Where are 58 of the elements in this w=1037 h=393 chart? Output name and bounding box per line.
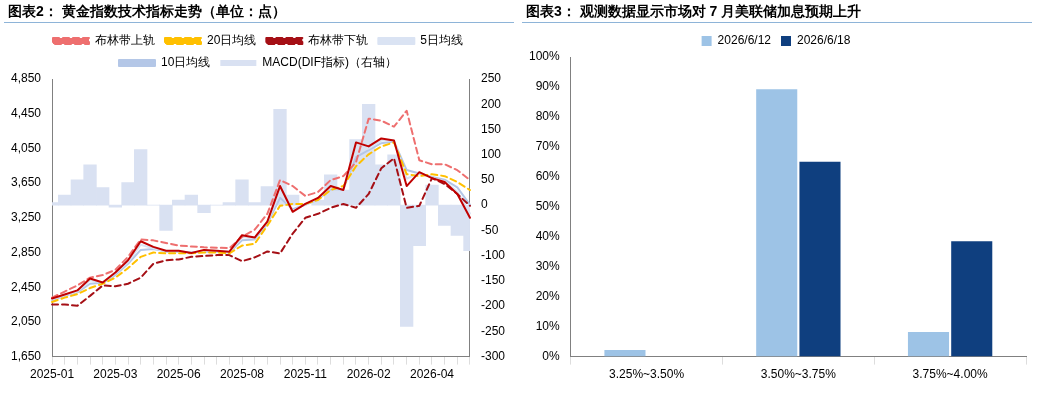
y-tick-label: 60% bbox=[535, 169, 561, 184]
chart-title: 图表2： 黄金指数技术指标走势（单位：点） bbox=[4, 0, 514, 23]
y-tick-label: 20% bbox=[535, 288, 561, 303]
legend-label: 20日均线 bbox=[206, 33, 257, 48]
x-tick-label: 3.75%~4.00% bbox=[912, 367, 988, 382]
y-tick-label: 3,650 bbox=[11, 175, 42, 190]
y2-tick-label: -250 bbox=[480, 323, 506, 338]
legend-label: 2026/6/18 bbox=[797, 33, 851, 48]
y-tick-label: 2,050 bbox=[11, 314, 42, 329]
bar bbox=[604, 350, 646, 357]
x-tick-label: 3.25%~3.50% bbox=[609, 367, 685, 382]
y-tick-label: 50% bbox=[535, 199, 561, 214]
y-tick-label: 4,850 bbox=[11, 71, 42, 86]
y2-tick-label: 150 bbox=[480, 121, 502, 136]
bar bbox=[756, 89, 798, 357]
y-tick-label: 2,450 bbox=[11, 279, 42, 294]
y2-tick-label: -200 bbox=[480, 298, 506, 313]
y-tick-label: 4,050 bbox=[11, 140, 42, 155]
y-tick-label: 40% bbox=[535, 229, 561, 244]
y2-tick-label: -300 bbox=[480, 348, 506, 363]
y-tick-label: 80% bbox=[535, 109, 561, 124]
x-tick-label: 3.50%~3.75% bbox=[760, 367, 837, 382]
y2-tick-label: -150 bbox=[480, 273, 506, 288]
y2-tick-label: 50 bbox=[480, 172, 495, 187]
legend-label: 5日均线 bbox=[420, 33, 464, 48]
x-tick-label: 2025-03 bbox=[93, 367, 138, 382]
y2-tick-label: 100 bbox=[480, 147, 502, 162]
y2-tick-label: -100 bbox=[480, 247, 506, 262]
bar bbox=[907, 332, 950, 357]
bar bbox=[951, 241, 993, 357]
y-tick-label: 1,650 bbox=[11, 348, 42, 363]
legend-label: 2026/6/12 bbox=[717, 33, 772, 48]
line-series bbox=[51, 109, 471, 299]
x-tick-label: 2025-08 bbox=[219, 367, 265, 382]
bar bbox=[799, 161, 841, 357]
y-tick-label: 3,250 bbox=[11, 210, 42, 225]
y-tick-label: 70% bbox=[535, 139, 561, 154]
y2-tick-label: -50 bbox=[480, 222, 499, 237]
y-tick-label: 0% bbox=[542, 348, 561, 363]
x-tick-label: 2025-01 bbox=[30, 367, 75, 382]
y2-tick-label: 0 bbox=[480, 197, 488, 212]
y-tick-label: 2,850 bbox=[11, 244, 42, 259]
y-tick-label: 90% bbox=[535, 79, 561, 94]
x-tick-label: 2025-11 bbox=[283, 367, 328, 382]
y-tick-label: 4,450 bbox=[11, 106, 42, 121]
y-tick-label: 30% bbox=[535, 259, 561, 274]
legend-label: 布林带下轨 bbox=[308, 33, 369, 48]
x-tick-label: 2026-04 bbox=[409, 367, 455, 382]
x-tick-label: 2026-02 bbox=[346, 367, 391, 382]
y-tick-label: 10% bbox=[535, 318, 561, 333]
legend-label: 布林带上轨 bbox=[94, 33, 155, 48]
legend-label: MACD(DIF指标)（右轴） bbox=[262, 55, 397, 70]
x-tick-label: 2025-06 bbox=[156, 367, 202, 382]
legend-label: 10日均线 bbox=[161, 55, 211, 70]
chart-title: 图表3： 观测数据显示市场对 7 月美联储加息预期上升 bbox=[522, 0, 1032, 23]
y-tick-label: 100% bbox=[528, 49, 561, 64]
y2-tick-label: 250 bbox=[480, 71, 502, 86]
y2-tick-label: 200 bbox=[480, 96, 502, 111]
